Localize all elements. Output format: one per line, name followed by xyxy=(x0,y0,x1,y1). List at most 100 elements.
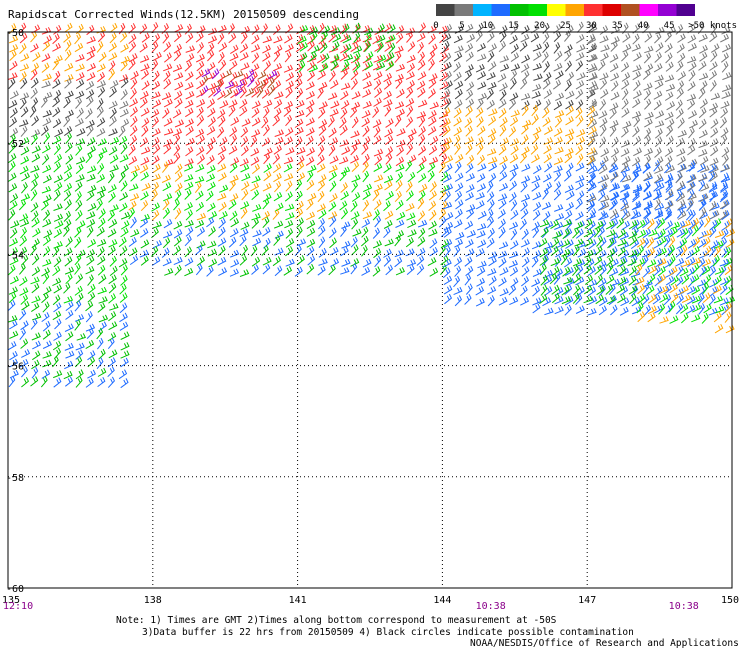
wind-barb xyxy=(465,192,474,201)
wind-barb xyxy=(161,247,170,258)
wind-barb xyxy=(130,70,139,81)
wind-barb xyxy=(75,349,84,360)
wind-barb xyxy=(588,172,597,184)
wind-barb xyxy=(75,79,85,89)
wind-barb xyxy=(107,357,116,368)
wind-barb xyxy=(328,164,338,173)
wind-barb xyxy=(172,109,182,119)
wind-barb xyxy=(576,190,585,202)
wind-barb xyxy=(372,209,380,221)
wind-barb xyxy=(454,143,461,155)
wind-barb xyxy=(120,378,129,389)
wind-barb xyxy=(318,225,326,237)
legend-label: 40 xyxy=(638,21,649,31)
wind-barb xyxy=(464,43,474,53)
wind-barb xyxy=(530,32,540,43)
wind-barb xyxy=(521,25,530,35)
wind-barb xyxy=(562,218,572,228)
wind-barb xyxy=(261,210,271,221)
wind-barb xyxy=(522,119,532,128)
wind-barb xyxy=(263,147,273,157)
wind-barb xyxy=(596,285,605,296)
wind-barb xyxy=(676,137,685,148)
wind-barb xyxy=(429,238,438,249)
wind-barb xyxy=(85,119,95,129)
wind-barb xyxy=(52,340,62,351)
wind-barb xyxy=(163,98,173,108)
wind-barb xyxy=(196,226,206,237)
wind-barb xyxy=(544,307,554,316)
wind-barb xyxy=(542,41,550,54)
wind-barb xyxy=(96,152,104,164)
wind-barb xyxy=(442,258,452,268)
wind-barb xyxy=(206,155,215,166)
wind-barb xyxy=(87,238,97,248)
wind-barb xyxy=(454,182,464,193)
wind-barb xyxy=(295,179,303,191)
wind-barb xyxy=(407,219,417,229)
wind-barb xyxy=(208,226,216,237)
wind-barb xyxy=(542,201,552,210)
wind-barb xyxy=(196,79,205,90)
wind-barb xyxy=(477,92,488,101)
wind-barb xyxy=(455,231,465,240)
wind-barb xyxy=(720,183,729,193)
wind-barb xyxy=(139,249,149,258)
wind-barb xyxy=(654,74,664,83)
wind-barb xyxy=(9,44,19,53)
wind-barb xyxy=(427,50,436,62)
wind-barb xyxy=(229,71,238,83)
wind-barb xyxy=(418,227,426,239)
wind-barb xyxy=(353,22,361,34)
wind-barb xyxy=(575,107,583,119)
wind-barb xyxy=(372,106,380,118)
wind-barb xyxy=(655,26,665,35)
wind-barb xyxy=(466,154,475,166)
wind-barb xyxy=(687,198,694,210)
wind-barb xyxy=(86,24,95,36)
wind-barb xyxy=(109,265,118,276)
wind-barb xyxy=(20,193,31,202)
wind-barb xyxy=(691,295,701,304)
wind-barb xyxy=(351,161,360,172)
wind-barb xyxy=(195,201,205,212)
wind-barb xyxy=(636,258,645,268)
wind-barb xyxy=(405,160,413,172)
wind-barb xyxy=(211,68,220,80)
wind-barb xyxy=(373,97,382,107)
wind-barb xyxy=(564,304,572,316)
wind-barb xyxy=(675,189,683,201)
wind-barb xyxy=(330,100,340,109)
wind-barb xyxy=(587,53,597,63)
wind-barb xyxy=(9,256,19,266)
wind-barb xyxy=(668,244,675,257)
wind-barb xyxy=(620,139,631,148)
wind-barb xyxy=(540,284,548,296)
wind-barb xyxy=(416,247,426,257)
wind-barb xyxy=(588,71,598,81)
wind-barb xyxy=(442,107,451,118)
wind-barb xyxy=(96,185,107,194)
wind-barb xyxy=(75,90,85,100)
wind-barb xyxy=(108,42,117,53)
wind-barb xyxy=(53,302,62,313)
wind-barb xyxy=(152,51,162,61)
wind-barb xyxy=(310,31,318,43)
wind-barb xyxy=(654,286,663,297)
wind-barb xyxy=(86,62,96,72)
wind-barb xyxy=(642,22,650,34)
wind-barb xyxy=(657,266,666,277)
wind-barb xyxy=(86,72,96,81)
wind-barb xyxy=(108,274,117,285)
wind-barb xyxy=(108,282,117,294)
wind-barb xyxy=(708,294,716,306)
wind-barb xyxy=(641,249,652,258)
wind-barb xyxy=(477,53,487,62)
wind-barb xyxy=(162,207,171,219)
wind-barb xyxy=(554,213,565,221)
wind-barb xyxy=(86,173,96,182)
wind-barb xyxy=(185,32,194,44)
chart-title: Rapidscat Corrected Winds(12.5KM) 201505… xyxy=(8,8,359,21)
wind-barb xyxy=(499,82,508,92)
wind-barb xyxy=(405,71,415,80)
